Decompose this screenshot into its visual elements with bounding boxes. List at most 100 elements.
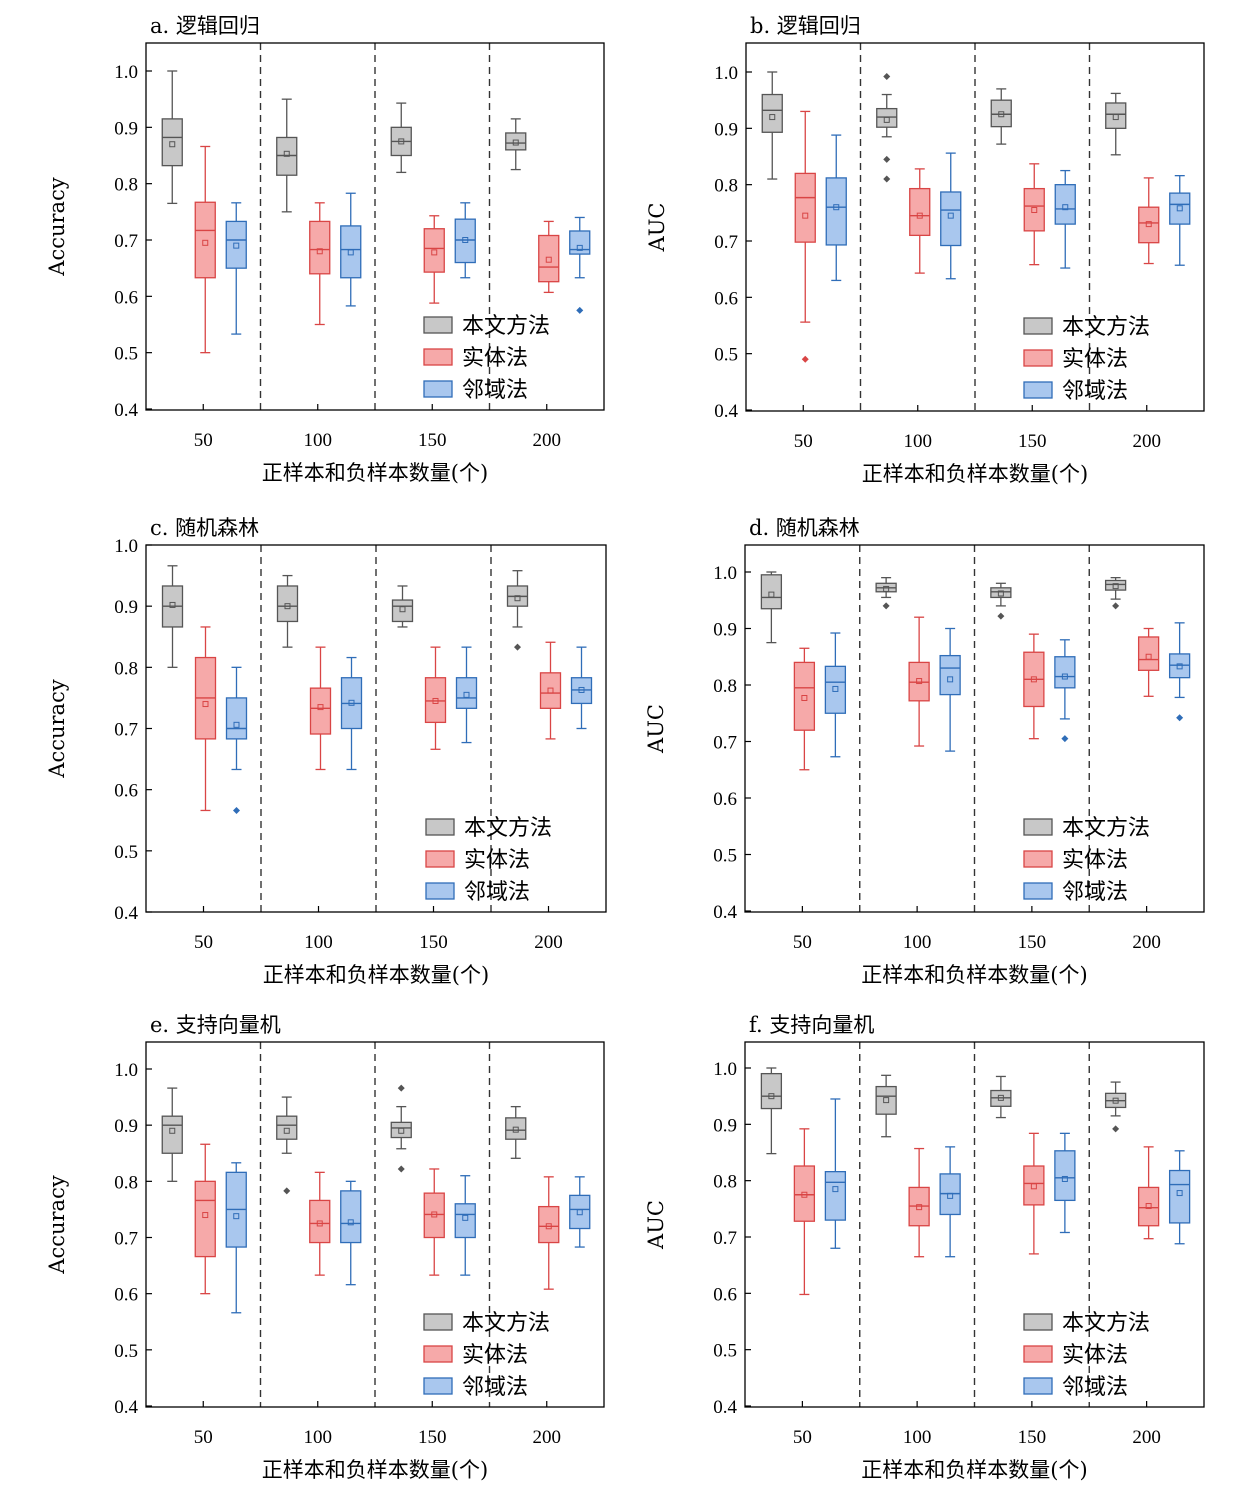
x-tick-label: 200 xyxy=(1133,431,1162,452)
y-axis-label: Accuracy xyxy=(45,679,69,779)
y-axis-label: AUC xyxy=(645,203,669,253)
y-tick-label: 0.9 xyxy=(114,1116,138,1137)
outlier-point xyxy=(801,355,809,363)
x-tick-label: 150 xyxy=(1018,1427,1047,1448)
box-邻域法-150 xyxy=(1054,1132,1076,1234)
y-tick-label: 0.5 xyxy=(114,1341,138,1362)
y-tick-label: 0.4 xyxy=(114,903,138,924)
x-tick-label: 100 xyxy=(304,1427,333,1448)
y-tick-label: 0.4 xyxy=(714,401,738,422)
mean-marker xyxy=(316,1220,323,1227)
box-本文方法-100 xyxy=(875,577,897,610)
mean-marker xyxy=(768,1093,775,1100)
mean-marker xyxy=(802,212,809,219)
box-实体法-150 xyxy=(424,646,447,750)
box-iqr xyxy=(760,1072,783,1110)
legend-swatch xyxy=(423,380,453,398)
mean-marker xyxy=(801,1191,808,1198)
mean-marker xyxy=(1062,204,1069,211)
y-tick-label: 0.9 xyxy=(713,620,737,641)
y-tick-label: 0.6 xyxy=(714,288,738,309)
mean-marker xyxy=(547,687,554,694)
panel-title: c. 随机森林 xyxy=(150,516,259,540)
box-实体法-200 xyxy=(538,220,560,294)
box-本文方法-100 xyxy=(276,1096,298,1195)
y-tick-label: 1.0 xyxy=(713,563,737,584)
box-邻域法-200 xyxy=(1168,622,1191,722)
x-tick-label: 100 xyxy=(903,932,932,953)
mean-marker xyxy=(947,676,954,683)
box-本文方法-200 xyxy=(1104,577,1127,610)
box-邻域法-100 xyxy=(939,627,961,752)
y-axis-label: AUC xyxy=(644,1200,668,1250)
box-iqr xyxy=(225,697,248,740)
y-tick-label: 0.9 xyxy=(114,597,138,618)
outlier-point xyxy=(514,643,521,651)
mean-marker xyxy=(202,701,209,708)
mean-marker xyxy=(283,150,290,157)
box-本文方法-200 xyxy=(1104,1081,1127,1133)
x-tick-label: 50 xyxy=(194,1427,213,1448)
outlier-point xyxy=(997,612,1005,620)
mean-marker xyxy=(202,239,209,246)
y-tick-label: 0.6 xyxy=(114,1285,138,1306)
box-实体法-200 xyxy=(538,1176,560,1290)
outlier-point xyxy=(1176,714,1184,722)
box-邻域法-50 xyxy=(825,134,847,282)
box-iqr xyxy=(1054,656,1076,689)
mean-marker xyxy=(947,212,954,219)
mean-marker xyxy=(947,1192,954,1199)
box-实体法-50 xyxy=(194,1143,216,1295)
mean-marker xyxy=(1061,673,1068,680)
y-tick-label: 0.7 xyxy=(114,1229,138,1250)
outlier-point xyxy=(882,602,890,610)
box-实体法-100 xyxy=(908,616,930,747)
box-iqr xyxy=(454,218,476,264)
legend-swatch xyxy=(1023,317,1053,335)
box-实体法-100 xyxy=(909,168,931,274)
box-邻域法-50 xyxy=(824,1098,847,1249)
box-实体法-150 xyxy=(1023,1132,1045,1255)
mean-marker xyxy=(347,1219,354,1226)
x-tick-label: 150 xyxy=(418,1427,447,1448)
box-iqr xyxy=(539,672,562,709)
y-tick-label: 0.9 xyxy=(114,118,138,139)
box-iqr xyxy=(1054,1150,1076,1202)
legend-label: 实体法 xyxy=(464,848,530,873)
y-tick-label: 0.8 xyxy=(114,175,138,196)
mean-marker xyxy=(883,116,890,123)
box-实体法-100 xyxy=(309,646,332,771)
box-iqr xyxy=(309,220,331,275)
box-邻域法-150 xyxy=(455,646,478,744)
box-邻域法-200 xyxy=(1168,1150,1191,1245)
legend-swatch xyxy=(423,1377,453,1395)
y-axis-label: AUC xyxy=(644,704,668,754)
box-本文方法-50 xyxy=(161,1087,183,1182)
legend-swatch xyxy=(425,882,455,900)
mean-marker xyxy=(1176,663,1183,670)
box-iqr xyxy=(1137,1186,1160,1227)
box-邻域法-100 xyxy=(340,192,362,307)
box-实体法-50 xyxy=(194,145,216,354)
mean-marker xyxy=(1145,1203,1152,1210)
legend-swatch xyxy=(1023,850,1053,868)
box-本文方法-150 xyxy=(390,102,412,174)
box-本文方法-150 xyxy=(990,88,1012,145)
y-tick-label: 0.4 xyxy=(114,1397,138,1418)
mean-marker xyxy=(1030,1183,1037,1190)
y-tick-label: 0.5 xyxy=(713,1341,737,1362)
plot-frame xyxy=(745,42,1205,412)
mean-marker xyxy=(316,248,323,255)
panel-a: a. 逻辑回归 1.0 0.9 0.8 0.7 0.6 0.5 0.4 50 100 150 200 正… xyxy=(45,14,605,485)
plot-frame xyxy=(145,1041,605,1408)
box-iqr xyxy=(875,1085,897,1115)
box-本文方法-150 xyxy=(391,585,414,628)
mean-marker xyxy=(997,1094,1004,1101)
mean-marker xyxy=(545,1223,552,1230)
x-tick-label: 200 xyxy=(1132,1427,1161,1448)
box-iqr xyxy=(309,687,332,735)
box-iqr xyxy=(505,132,527,151)
y-tick-label: 0.8 xyxy=(713,676,737,697)
mean-marker xyxy=(998,111,1005,118)
mean-marker xyxy=(398,138,405,145)
